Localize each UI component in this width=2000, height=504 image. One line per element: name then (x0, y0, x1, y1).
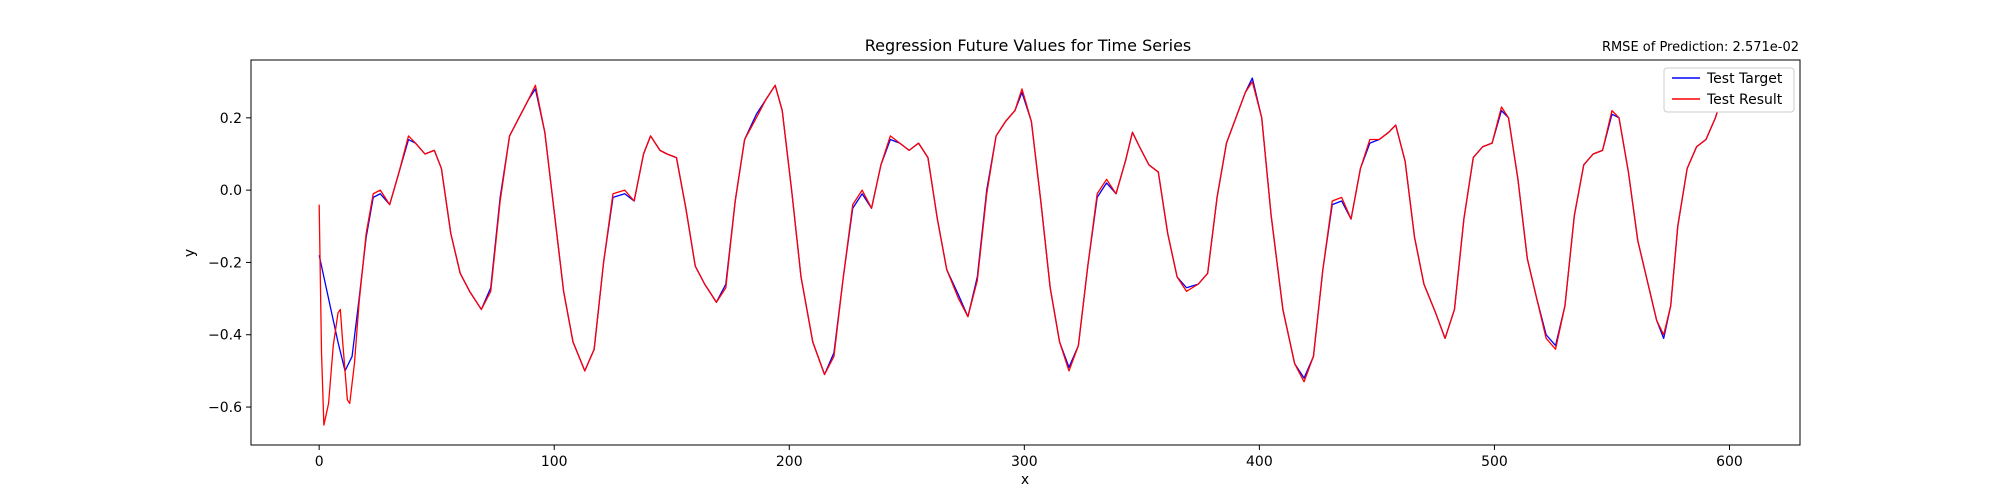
rmse-annotation: RMSE of Prediction: 2.571e-02 (1602, 40, 1799, 55)
plot-layer (318, 77, 1724, 426)
x-tick-label: 400 (1246, 454, 1273, 470)
y-tick-label: −0.4 (208, 328, 242, 344)
axes-layer: 0 100 200 300 400 500 600 −0.6 −0.4 −0.2 0.0 0.2 (208, 111, 1743, 470)
legend-label-test-result: Test Result (1706, 92, 1783, 108)
y-tick-label: −0.2 (208, 255, 242, 271)
x-tick-label: 500 (1481, 454, 1508, 470)
x-tick-label: 100 (541, 454, 568, 470)
x-axis-label: x (1021, 472, 1029, 488)
series-line-test-result (318, 81, 1724, 426)
chart-title: Regression Future Values for Time Series (865, 36, 1192, 55)
plot-frame (250, 59, 1801, 446)
series-line-test-target (318, 77, 1724, 379)
y-tick-label: −0.6 (208, 400, 242, 416)
y-tick-label: 0.0 (220, 183, 242, 199)
x-tick-label: 300 (1011, 454, 1038, 470)
x-tick-label: 600 (1716, 454, 1743, 470)
y-axis-label: y (182, 249, 198, 257)
x-tick-label: 0 (315, 454, 324, 470)
legend-label-test-target: Test Target (1706, 71, 1783, 87)
y-tick-label: 0.2 (220, 111, 242, 127)
x-tick-label: 200 (776, 454, 803, 470)
legend-box (1663, 67, 1795, 113)
legend: Test Target Test Result (1663, 67, 1795, 113)
